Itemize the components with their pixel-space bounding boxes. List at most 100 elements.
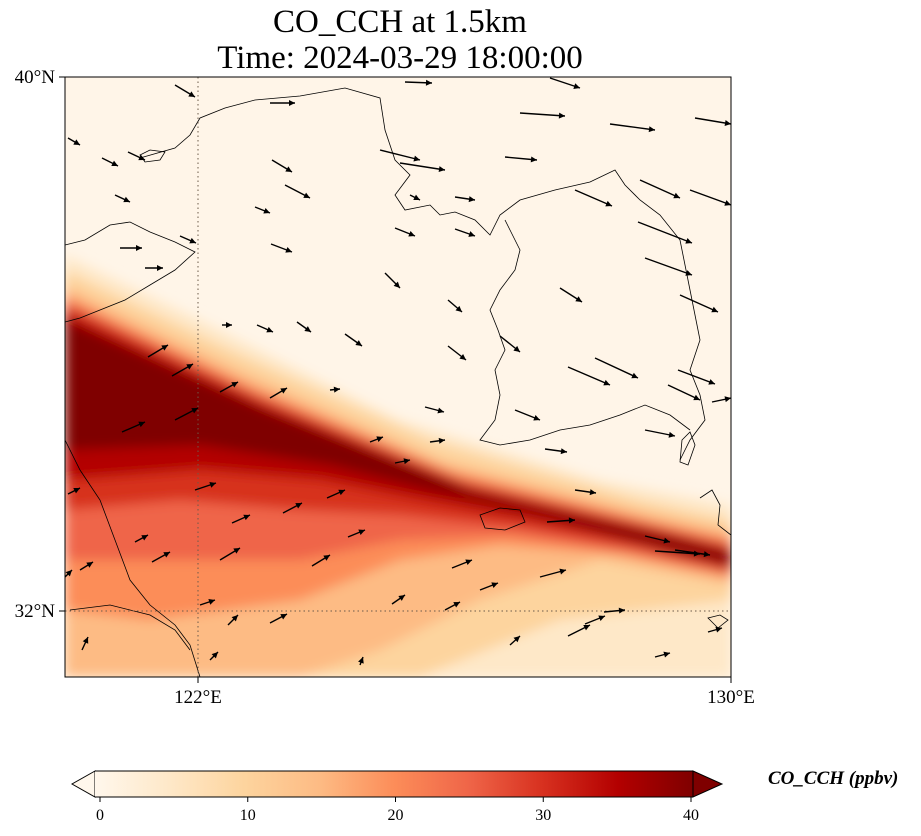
wind-arrow-head [465,559,472,566]
coastlines [65,87,731,677]
x-tick-label-130: 130°E [707,687,755,708]
wind-arrow-head [438,166,445,173]
wind-arrow-head [398,595,405,601]
wind-arrow-head [693,394,700,401]
wind-arrow-head [136,245,142,251]
wind-arrow-head [358,529,365,536]
wind-arrow-shaft [644,257,693,276]
wind-arrow-head [438,437,445,444]
map-frame [64,76,732,678]
wind-arrow-head [163,552,170,558]
wind-arrow-head [605,200,612,207]
wind-arrow-head [631,372,638,379]
colorbar-extend-min [70,770,96,798]
wind-arrow-head [413,194,420,200]
wind-vectors [65,77,731,666]
wind-arrow-head [618,607,625,614]
wind-arrow-head [231,382,238,388]
wind-arrow-head [583,625,590,631]
wind-arrow-head [280,388,287,394]
wind-arrow-head [303,192,310,198]
wind-arrow-head [355,340,362,346]
y-tick-label-32: 32°N [15,601,56,622]
wind-arrow-head [724,200,731,206]
wind-arrow-head [338,489,345,496]
wind-arrow-head [533,414,540,421]
wind-arrow-shaft [694,117,731,125]
wind-arrow-head [73,488,80,494]
wind-arrow-shaft [637,221,693,244]
wind-arrow-head [304,326,311,332]
wind-arrow-head [208,599,215,605]
colorbar-extend-max [692,770,724,798]
wind-arrow-head [393,281,400,288]
map-panel [65,77,731,677]
wind-arrow-head [459,353,466,360]
wind-arrow-head [453,602,460,608]
wind-arrow-head [111,160,118,166]
wind-arrow-head [243,514,250,521]
wind-arrow-shaft [677,369,716,385]
wind-arrow-head [513,636,520,643]
wind-arrow-head [685,238,692,244]
wind-arrow-head [408,230,415,237]
wind-arrow-head [575,296,582,302]
wind-arrow-shaft [639,179,681,199]
wind-arrow-head [188,91,195,97]
wind-arrow-head [73,139,80,145]
wind-arrow-head [685,270,692,276]
wind-arrow-head [491,582,498,588]
wind-arrow-shaft [679,294,719,313]
wind-arrow-head [413,155,420,162]
wind-arrow-head [285,247,292,253]
colorbar-ticks: 0 10 20 30 40 [96,797,699,824]
wind-arrow-head [189,237,196,244]
wind-arrow-head [589,489,596,496]
wind-arrow-head [231,615,238,622]
colorbar-gradient [95,771,693,797]
colorbar-tick-label: 0 [96,807,104,824]
wind-arrow-shaft [399,162,446,171]
wind-arrow-head [673,192,680,199]
y-tick-label-40: 40°N [15,67,56,88]
wind-arrow-head [403,458,410,465]
wind-arrow-shaft [379,149,421,161]
axis-ticks [59,76,732,683]
wind-arrow-head [603,379,610,386]
wind-arrow-head [280,614,287,620]
wind-arrow-shaft [519,112,566,117]
wind-arrow-head [138,154,145,161]
colorbar-tick-label: 40 [683,807,699,824]
wind-arrow-head [161,345,168,351]
wind-arrow-shaft [689,189,731,206]
wind-arrow-head [663,651,670,658]
wind-arrow-head [123,196,130,203]
colorbar-tick-label: 20 [388,807,404,824]
wind-arrow-head [191,408,198,414]
wind-arrow-shaft [609,123,656,131]
wind-arrow-head [437,407,444,414]
wind-arrow-head [468,196,475,203]
wind-arrow-head [598,615,605,622]
wind-arrow-head [186,364,193,370]
wind-arrow-head [323,555,330,561]
wind-arrow-head [530,156,537,163]
x-tick-label-122: 122°E [174,687,222,708]
wind-arrow-head [558,112,565,119]
wind-arrow-head [86,562,93,568]
wind-arrow-head [266,326,273,333]
wind-arrow-head [560,448,567,455]
wind-arrow-head [226,322,232,328]
wind-arrow-shaft [567,366,611,386]
wind-arrow-head [141,535,148,541]
wind-arrow-head [648,126,655,133]
colorbar-tick-label: 10 [240,807,256,824]
wind-arrow-head [263,207,270,214]
map-time-subtitle: Time: 2024-03-29 18:00:00 [217,40,583,76]
wind-arrow-head [376,436,383,442]
wind-arrow-head [233,548,240,554]
wind-arrow-head [285,166,292,172]
colorbar-tick-label: 30 [535,807,551,824]
wind-arrow-head [358,657,364,664]
wind-arrow-head [65,570,72,577]
